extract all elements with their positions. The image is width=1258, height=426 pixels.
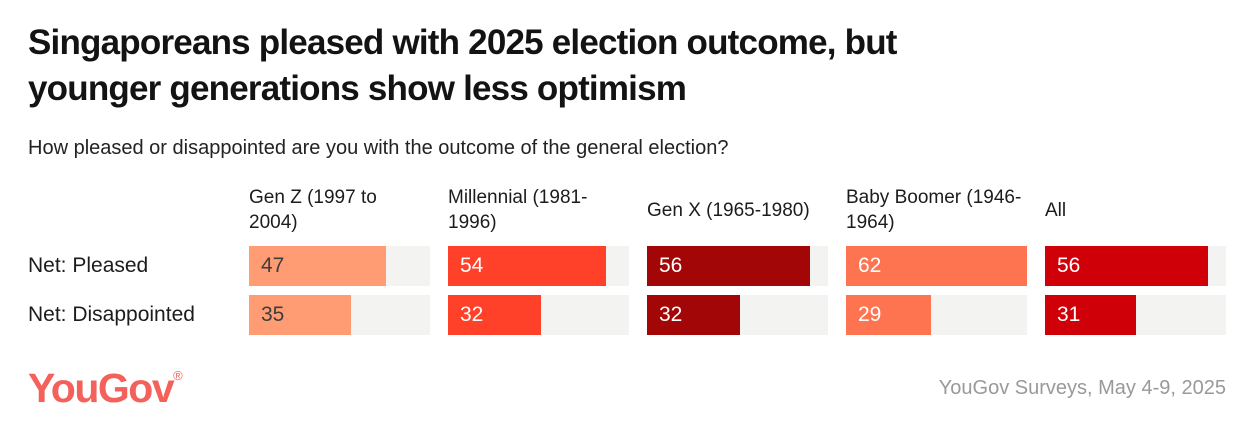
bar-track: 31	[1045, 295, 1226, 335]
source-note: YouGov Surveys, May 4-9, 2025	[938, 377, 1226, 399]
bar-value-label: 32	[659, 303, 683, 326]
row-label: Net: Pleased	[28, 254, 149, 277]
bar-value-label: 56	[659, 254, 683, 277]
bar: 29	[846, 295, 931, 335]
chart-header-row: Gen Z (1997 to 2004) Millennial (1981-199…	[28, 185, 1226, 235]
title-line-2: younger generations show less optimism	[28, 69, 687, 108]
bar-value-label: 54	[460, 254, 484, 277]
bar: 56	[647, 246, 811, 286]
bar: 47	[249, 246, 387, 286]
bar-track: 56	[1045, 246, 1226, 286]
logo-text: YouGov	[28, 365, 175, 411]
bar-track: 29	[846, 295, 1027, 335]
column-header: All	[1045, 199, 1067, 221]
bar: 56	[1045, 246, 1209, 286]
bar-track: 35	[249, 295, 430, 335]
row-label: Net: Disappointed	[28, 303, 195, 326]
chart-row: Net: Pleased 47 54 56 62 56	[28, 246, 1226, 286]
bar-value-label: 62	[858, 254, 882, 277]
bar-track: 62	[846, 246, 1027, 286]
bar: 32	[448, 295, 542, 335]
chart-subtitle: How pleased or disappointed are you with…	[28, 137, 729, 159]
bar-value-label: 47	[261, 254, 285, 277]
bar-track: 32	[647, 295, 828, 335]
bar-value-label: 56	[1057, 254, 1081, 277]
bar: 62	[846, 246, 1027, 286]
bar-track: 54	[448, 246, 629, 286]
bar: 31	[1045, 295, 1136, 335]
bar: 35	[249, 295, 352, 335]
yougov-logo: YouGov®	[28, 365, 183, 412]
column-header: Baby Boomer (1946-1964)	[846, 187, 1022, 233]
bar-track: 56	[647, 246, 828, 286]
bar: 32	[647, 295, 741, 335]
title-line-1: Singaporeans pleased with 2025 election …	[28, 23, 897, 62]
chart-row: Net: Disappointed 35 32 32 29 31	[28, 295, 1226, 335]
page-title: Singaporeans pleased with 2025 election …	[28, 20, 1213, 112]
column-header: Gen X (1965-1980)	[647, 199, 810, 221]
bar-value-label: 35	[261, 303, 285, 326]
footer: YouGov® YouGov Surveys, May 4-9, 2025	[28, 365, 1226, 412]
registered-mark: ®	[173, 368, 183, 383]
bar-value-label: 29	[858, 303, 882, 326]
bar-value-label: 31	[1057, 303, 1081, 326]
bar-track: 32	[448, 295, 629, 335]
chart-rows: Net: Pleased 47 54 56 62 56 Net: Disappointed 3…	[28, 246, 1226, 335]
bar-track: 47	[249, 246, 430, 286]
column-header: Millennial (1981-1996)	[448, 187, 588, 233]
bar: 54	[448, 246, 606, 286]
column-header: Gen Z (1997 to 2004)	[249, 187, 377, 233]
bar-chart: Gen Z (1997 to 2004) Millennial (1981-199…	[28, 185, 1226, 335]
bar-value-label: 32	[460, 303, 484, 326]
